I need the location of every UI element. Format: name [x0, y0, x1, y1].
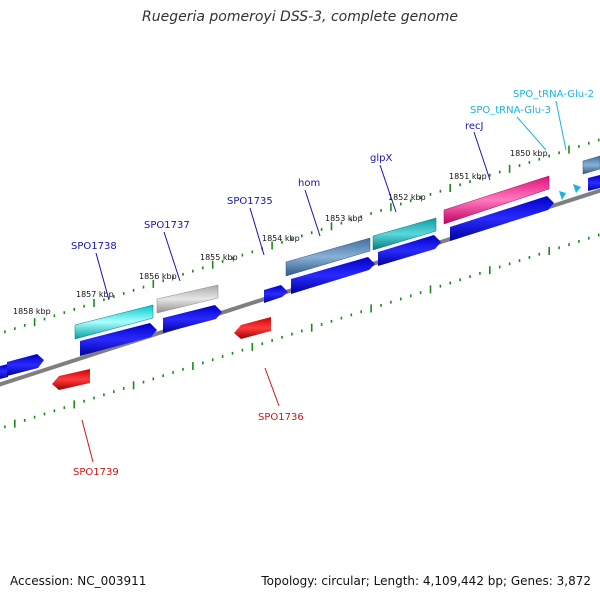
kbp-labels: 1858 kbp 1857 kbp 1856 kbp 1855 kbp 1854…: [13, 149, 548, 316]
reverse-genes: [52, 317, 271, 390]
forward-genes: [0, 175, 600, 379]
leader-spo1738: [95, 252, 110, 301]
gene-arrow-forward[interactable]: [163, 305, 222, 333]
feature-edge[interactable]: [582, 155, 600, 175]
gene-arrow-forward[interactable]: [291, 257, 375, 294]
leader-trna-glu-2: [555, 100, 567, 151]
leader-spo1736: [264, 367, 280, 407]
leader-recj: [473, 131, 491, 181]
kbp-label: 1857 kbp: [76, 290, 114, 299]
leader-hom: [304, 189, 321, 237]
kbp-label: 1851 kbp: [449, 172, 487, 181]
feature-hom[interactable]: [285, 237, 371, 277]
gene-label-spo1737[interactable]: SPO1737: [144, 220, 190, 231]
gene-label-trna-glu-3[interactable]: SPO_tRNA-Glu-3: [470, 105, 551, 116]
gene-label-spo1736[interactable]: SPO1736: [258, 412, 304, 423]
gene-arrow-forward[interactable]: [7, 354, 44, 376]
gene-label-spo1735[interactable]: SPO1735: [227, 196, 273, 207]
gene-arrow-forward[interactable]: [0, 364, 8, 379]
kbp-label: 1855 kbp: [200, 253, 238, 262]
kbp-label: 1856 kbp: [139, 272, 177, 281]
genome-summary-text: Topology: circular; Length: 4,109,442 bp…: [261, 574, 591, 588]
label-leaders: [81, 100, 567, 463]
map-title: Ruegeria pomeroyi DSS-3, complete genome: [142, 9, 458, 25]
trna-glu-3-arrow[interactable]: [559, 191, 566, 200]
gene-label-hom[interactable]: hom: [298, 178, 320, 189]
feature-track: [74, 155, 600, 340]
leader-glpx: [379, 164, 397, 213]
leader-spo1735: [249, 207, 265, 256]
kbp-label: 1852 kbp: [388, 193, 426, 202]
leader-trna-glu-3: [516, 116, 547, 151]
feature-recj[interactable]: [443, 175, 550, 225]
kbp-label: 1858 kbp: [13, 307, 51, 316]
gene-labels: SPO1738 SPO1737 SPO1735 hom glpX recJ SP…: [71, 89, 594, 478]
accession-text: Accession: NC_003911: [10, 574, 147, 588]
gene-label-recj[interactable]: recJ: [465, 121, 484, 132]
gene-arrow-forward[interactable]: [264, 285, 288, 303]
feature-spo1737[interactable]: [156, 284, 219, 314]
leader-spo1739: [81, 419, 94, 463]
gene-arrow-forward[interactable]: [588, 175, 600, 191]
gene-label-spo1739[interactable]: SPO1739: [73, 467, 119, 478]
gene-arrow-forward[interactable]: [450, 196, 554, 241]
kbp-label: 1853 kbp: [325, 214, 363, 223]
kbp-label: 1850 kbp: [510, 149, 548, 158]
gene-arrow-forward[interactable]: [378, 235, 441, 266]
kbp-label: 1854 kbp: [262, 234, 300, 243]
gene-arrow-reverse[interactable]: [234, 317, 271, 339]
leader-spo1737: [163, 231, 181, 282]
feature-spo1738[interactable]: [74, 304, 154, 340]
gene-arrow-forward[interactable]: [80, 323, 157, 356]
gene-label-glpx[interactable]: glpX: [370, 153, 392, 164]
feature-glpx[interactable]: [372, 217, 437, 251]
gene-label-trna-glu-2[interactable]: SPO_tRNA-Glu-2: [513, 89, 594, 100]
gene-label-spo1738[interactable]: SPO1738: [71, 241, 117, 252]
tick-tracks: [4, 138, 600, 429]
trna-glu-2-arrow[interactable]: [573, 184, 581, 193]
gene-arrow-reverse[interactable]: [52, 369, 90, 390]
